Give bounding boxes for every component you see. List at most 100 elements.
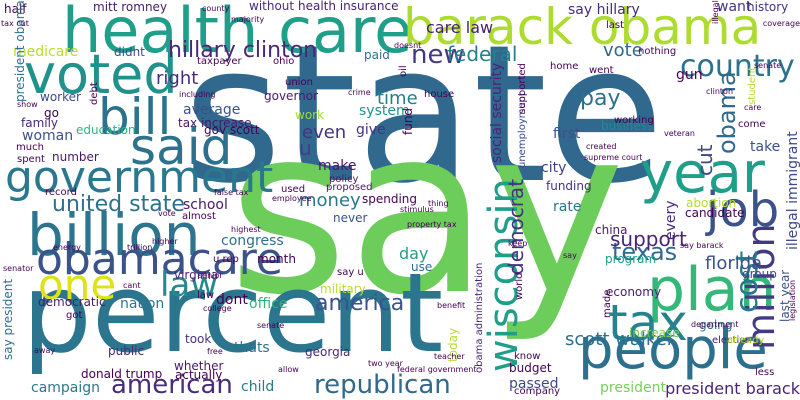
cloud-word: free — [207, 347, 223, 356]
cloud-word: obama — [713, 71, 741, 154]
cloud-word: show — [17, 100, 38, 109]
cloud-word: employee — [272, 194, 312, 203]
cloud-word: country — [680, 49, 795, 84]
cloud-word: student — [747, 66, 758, 105]
cloud-word: senate — [257, 321, 285, 330]
cloud-word: democrat — [504, 178, 528, 275]
cloud-word: day — [399, 244, 429, 263]
cloud-word: supreme court — [584, 153, 643, 162]
cloud-word: month — [257, 252, 296, 266]
cloud-word: health care — [62, 0, 413, 67]
cloud-word: legislation — [788, 279, 797, 321]
cloud-word: abortion — [686, 196, 737, 210]
cloud-word: senator — [3, 264, 34, 273]
cloud-word: vote — [603, 40, 643, 61]
cloud-word: illegal immigrant — [785, 131, 800, 250]
cloud-word: use — [411, 260, 433, 274]
cloud-word: program — [605, 252, 657, 266]
cloud-word: family — [21, 116, 59, 130]
cloud-word: county — [202, 4, 230, 13]
cloud-word: cut — [693, 144, 717, 176]
cloud-word: fund — [401, 107, 415, 135]
cloud-word: mitt romney — [93, 0, 168, 14]
cloud-word: coverage — [762, 19, 800, 28]
cloud-word: made — [602, 289, 613, 318]
cloud-word: didnt — [114, 45, 145, 59]
cloud-word: social security — [489, 62, 505, 163]
cloud-word: military — [320, 282, 366, 296]
cloud-word: senate — [754, 61, 782, 70]
cloud-word: allow — [278, 365, 299, 374]
cloud-word: obamacare — [36, 234, 283, 285]
cloud-word: even — [302, 122, 347, 143]
cloud-word: give — [356, 122, 386, 138]
cloud-word: history — [747, 0, 789, 14]
cloud-word: veteran — [664, 129, 695, 138]
cloud-word: senior — [198, 271, 223, 280]
cloud-word: president obama — [13, 0, 27, 102]
cloud-word: almost — [182, 211, 216, 222]
cloud-word: debt — [89, 82, 100, 105]
cloud-word: election — [712, 335, 752, 346]
cloud-word: two year — [368, 359, 403, 368]
cloud-word: health insurance — [298, 0, 399, 13]
cloud-word: know — [514, 351, 541, 362]
cloud-word: care law — [426, 18, 494, 37]
cloud-word: american — [111, 370, 233, 400]
cloud-word: highest — [231, 225, 261, 234]
cloud-word: right — [156, 68, 199, 89]
cloud-word: georgia — [305, 345, 351, 359]
cloud-word: used — [281, 184, 306, 195]
cloud-word: including — [179, 90, 216, 99]
cloud-word: college — [203, 304, 232, 313]
cloud-word: barack obama — [403, 0, 762, 56]
cloud-word: every — [663, 200, 679, 240]
cloud-word: record — [45, 187, 77, 198]
cloud-word: first — [553, 126, 581, 142]
cloud-word: already — [727, 335, 765, 346]
cloud-word: president barack — [665, 379, 800, 398]
cloud-word: funding — [546, 179, 592, 193]
cloud-word: budget — [509, 361, 552, 375]
cloud-word: ohio — [273, 56, 295, 67]
cloud-word: increase — [629, 326, 680, 340]
cloud-word: created — [586, 142, 617, 151]
cloud-word: make — [318, 158, 357, 174]
cloud-word: city — [541, 160, 567, 176]
cloud-word: paid — [364, 48, 390, 62]
cloud-word: work — [295, 108, 325, 122]
cloud-word: law — [197, 290, 215, 301]
cloud-word: say — [228, 79, 625, 346]
cloud-word: come — [738, 119, 766, 130]
cloud-word: united state — [52, 192, 185, 217]
cloud-word: thing — [428, 199, 449, 208]
cloud-word: average — [183, 102, 241, 118]
cloud-word: medicare — [13, 44, 79, 60]
cloud-word: candidate — [685, 206, 745, 220]
cloud-word: department — [691, 320, 739, 329]
cloud-word: money — [299, 190, 361, 211]
cloud-word: nothing — [638, 46, 677, 57]
cloud-word: took — [185, 332, 212, 346]
cloud-word: said — [130, 118, 233, 176]
cloud-word: company — [514, 386, 561, 397]
cloud-word: cant — [123, 281, 141, 290]
cloud-word: hillary clinton — [168, 38, 318, 63]
cloud-word: economy — [606, 285, 662, 299]
cloud-word: say u — [337, 267, 364, 278]
cloud-word: teacher — [434, 352, 465, 361]
cloud-word: want — [717, 0, 752, 15]
cloud-word: proposed — [326, 182, 373, 193]
cloud-word: illegal — [711, 0, 720, 24]
cloud-word: texas — [612, 238, 678, 266]
cloud-word: china — [595, 223, 628, 237]
cloud-word: half — [4, 2, 27, 16]
cloud-word: percent — [22, 249, 444, 377]
cloud-word: business — [601, 119, 654, 133]
cloud-word: republican — [314, 370, 451, 400]
cloud-word: working — [614, 115, 654, 126]
cloud-word: actually — [175, 368, 223, 382]
cloud-word: oil — [398, 65, 409, 77]
cloud-word: taxpayer — [197, 56, 242, 67]
cloud-word: federal — [447, 42, 518, 66]
